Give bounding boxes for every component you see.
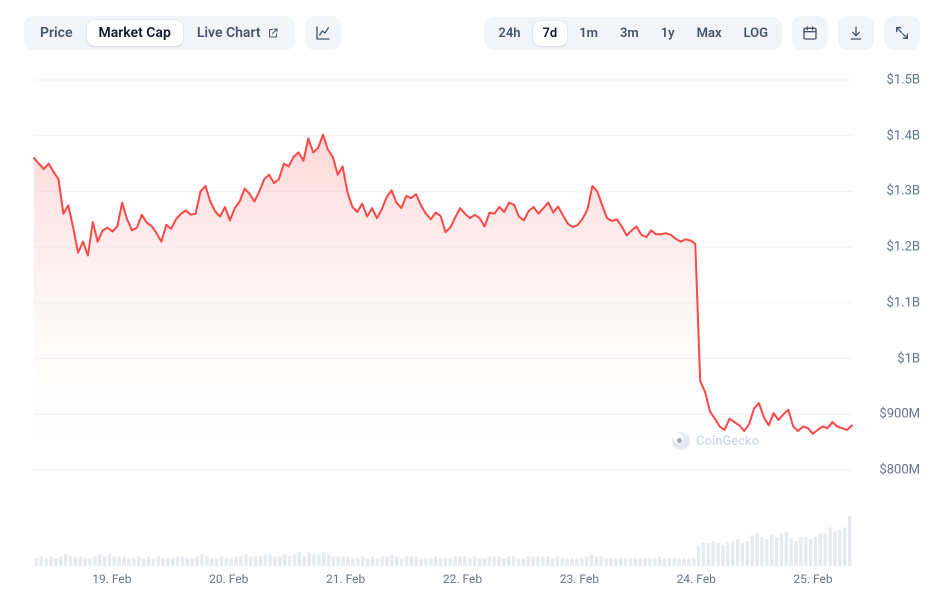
view-tab-price[interactable]: Price [28, 20, 85, 46]
chart-toolbar: Price Market Cap Live Chart 24h 7d 1m 3m 1y Max… [0, 0, 944, 58]
range-tab-label: Max [697, 27, 722, 40]
y-axis-label: $1.1B [887, 295, 920, 310]
x-axis-label: 21. Feb [326, 572, 365, 586]
line-chart-icon [315, 25, 331, 41]
watermark: CoinGecko [672, 432, 759, 450]
view-tab-label: Market Cap [99, 26, 171, 40]
x-axis-label: 22. Feb [443, 572, 482, 586]
range-tab-label: 7d [543, 27, 558, 40]
view-tab-marketcap[interactable]: Market Cap [87, 20, 183, 46]
range-tab-1y[interactable]: 1y [651, 21, 685, 46]
download-icon [848, 25, 864, 41]
y-axis-label: $900M [879, 407, 920, 422]
x-axis-label: 25. Feb [793, 572, 832, 586]
y-axis-label: $1.4B [887, 128, 920, 143]
range-tab-1m[interactable]: 1m [569, 21, 608, 46]
range-tab-max[interactable]: Max [687, 21, 732, 46]
view-tab-label: Live Chart [197, 26, 261, 40]
chart-canvas [24, 70, 920, 590]
y-axis-label: $1.3B [887, 184, 920, 199]
range-tab-log[interactable]: LOG [734, 21, 778, 46]
calendar-icon [802, 25, 818, 41]
x-axis-label: 24. Feb [677, 572, 716, 586]
view-segmented: Price Market Cap Live Chart [24, 16, 295, 50]
y-axis-label: $1B [897, 351, 920, 366]
expand-button[interactable] [884, 16, 920, 50]
x-axis-label: 23. Feb [560, 572, 599, 586]
left-controls: Price Market Cap Live Chart [24, 16, 341, 50]
range-tab-3m[interactable]: 3m [610, 21, 649, 46]
view-tab-label: Price [40, 26, 73, 40]
range-tab-label: 1y [661, 27, 675, 40]
right-controls: 24h 7d 1m 3m 1y Max LOG [484, 16, 920, 50]
external-link-icon [267, 27, 279, 39]
y-axis-label: $800M [879, 463, 920, 478]
download-button[interactable] [838, 16, 874, 50]
date-picker-button[interactable] [792, 16, 828, 50]
watermark-text: CoinGecko [696, 434, 759, 449]
range-tab-24h[interactable]: 24h [488, 21, 530, 46]
x-axis-label: 19. Feb [92, 572, 131, 586]
compare-button[interactable] [305, 16, 341, 50]
range-tab-label: LOG [744, 27, 768, 40]
y-axis-label: $1.2B [887, 240, 920, 255]
timerange-segmented: 24h 7d 1m 3m 1y Max LOG [484, 17, 782, 50]
coingecko-logo-icon [672, 432, 690, 450]
market-cap-chart[interactable]: CoinGecko $1.5B $1.4B $1.3B $1.2B $1.1B $1B $9… [24, 70, 920, 590]
x-axis-label: 20. Feb [209, 572, 248, 586]
range-tab-label: 24h [498, 27, 520, 40]
range-tab-label: 1m [579, 27, 598, 40]
range-tab-label: 3m [620, 27, 639, 40]
range-tab-7d[interactable]: 7d [533, 21, 568, 46]
view-tab-livechart[interactable]: Live Chart [185, 20, 291, 46]
y-axis-label: $1.5B [887, 73, 920, 88]
expand-icon [894, 25, 910, 41]
